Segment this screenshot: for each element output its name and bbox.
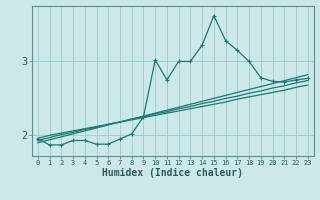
X-axis label: Humidex (Indice chaleur): Humidex (Indice chaleur) <box>102 168 243 178</box>
